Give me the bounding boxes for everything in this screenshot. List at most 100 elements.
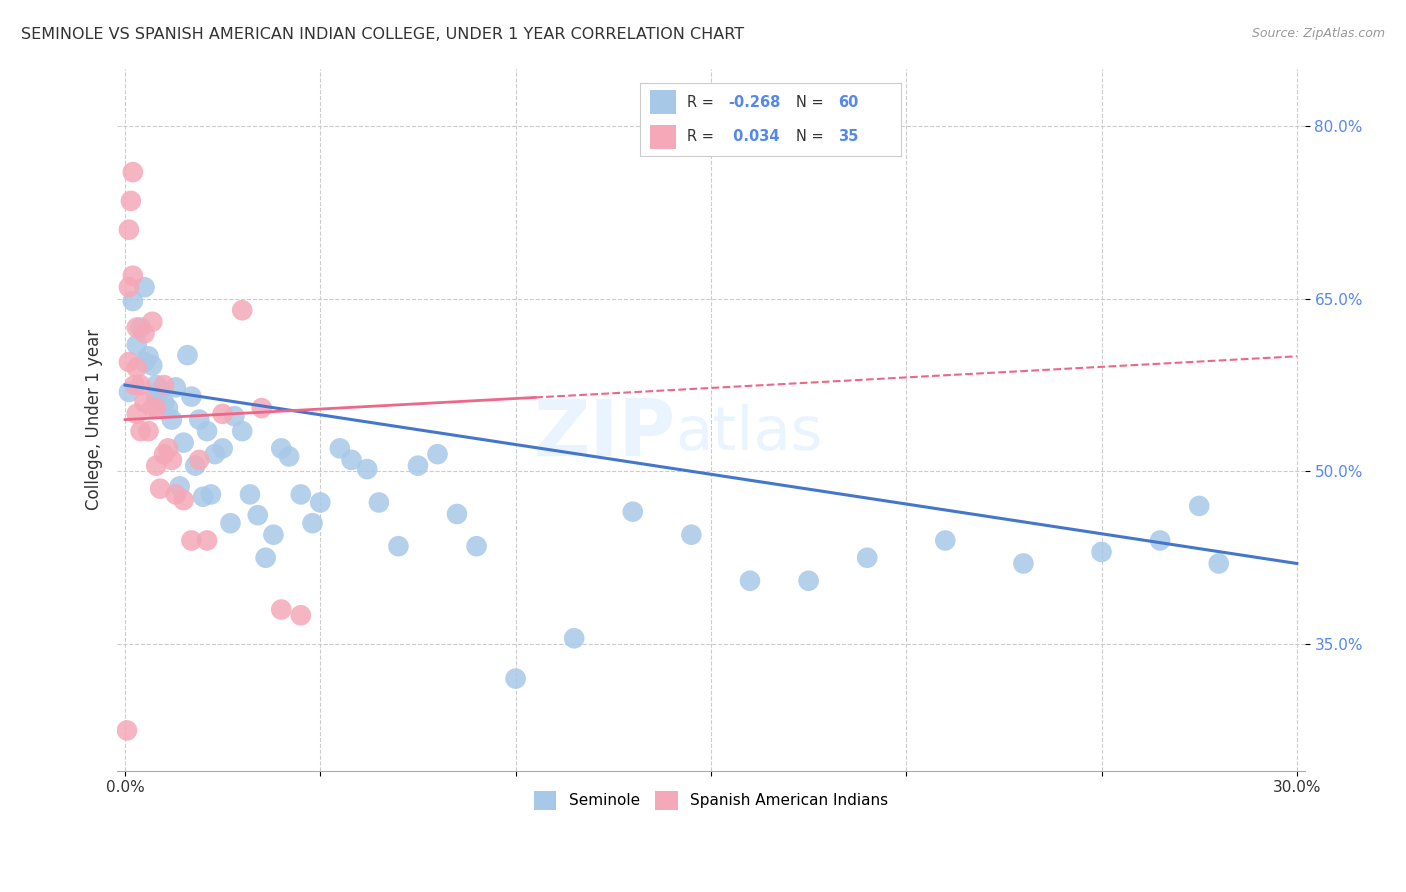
Point [329,442,352,456]
Point [270,442,292,456]
Point [204,447,226,461]
Point [621,505,644,519]
Point [173,493,195,508]
Point [134,280,156,294]
Point [239,487,262,501]
Point [165,380,187,394]
Text: atlas: atlas [675,404,823,463]
Point [129,424,152,438]
Point [145,378,167,392]
Point [188,412,211,426]
Point [681,527,703,541]
Point [169,479,191,493]
Point [176,348,198,362]
Point [219,516,242,531]
Point [231,424,253,438]
Point [309,495,332,509]
Point [156,442,179,456]
Point [356,462,378,476]
Point [125,338,148,352]
Point [184,458,207,473]
Point [278,450,301,464]
Point [121,165,143,179]
Point [153,378,176,392]
Point [115,723,138,738]
Point [141,359,163,373]
Text: Source: ZipAtlas.com: Source: ZipAtlas.com [1251,27,1385,40]
Point [121,293,143,308]
Point [125,360,148,375]
Point [153,395,176,409]
Point [124,378,146,392]
Point [426,447,449,461]
Point [1012,557,1035,571]
Point [118,355,141,369]
Point [367,495,389,509]
Point [141,315,163,329]
Point [562,632,585,646]
Point [145,458,167,473]
Point [180,533,202,548]
Point [254,550,277,565]
Point [153,447,176,461]
Point [118,384,141,399]
Point [446,507,468,521]
Point [195,533,218,548]
Point [180,390,202,404]
Point [1208,557,1230,571]
Point [290,487,312,501]
Point [138,424,160,438]
Point [160,453,183,467]
Point [738,574,761,588]
Point [165,487,187,501]
Point [406,458,429,473]
Point [465,539,488,553]
Point [188,453,211,467]
Point [120,194,142,208]
Point [141,401,163,416]
Point [246,508,269,523]
Point [1149,533,1171,548]
Point [250,401,273,416]
Point [301,516,323,531]
Point [211,442,233,456]
Point [262,527,284,541]
Point [934,533,956,548]
Point [134,395,156,409]
Legend: Seminole, Spanish American Indians: Seminole, Spanish American Indians [527,785,894,815]
Point [118,280,141,294]
Point [134,355,156,369]
Point [121,268,143,283]
Point [149,482,172,496]
Point [173,435,195,450]
Point [118,222,141,236]
Point [797,574,820,588]
Point [340,453,363,467]
Point [149,384,172,398]
Point [145,390,167,404]
Point [156,401,179,416]
Point [134,326,156,341]
Point [270,602,292,616]
Point [138,349,160,363]
Point [145,401,167,416]
Point [125,407,148,421]
Point [1090,545,1112,559]
Point [290,608,312,623]
Point [231,303,253,318]
Point [195,424,218,438]
Point [856,550,879,565]
Text: SEMINOLE VS SPANISH AMERICAN INDIAN COLLEGE, UNDER 1 YEAR CORRELATION CHART: SEMINOLE VS SPANISH AMERICAN INDIAN COLL… [21,27,744,42]
Point [211,407,233,421]
Y-axis label: College, Under 1 year: College, Under 1 year [86,329,103,510]
Point [129,378,152,392]
Point [129,320,152,334]
Point [191,490,214,504]
Point [160,412,183,426]
Text: ZIP: ZIP [533,396,675,472]
Point [1188,499,1211,513]
Point [505,672,527,686]
Point [224,409,246,424]
Point [200,487,222,501]
Point [387,539,409,553]
